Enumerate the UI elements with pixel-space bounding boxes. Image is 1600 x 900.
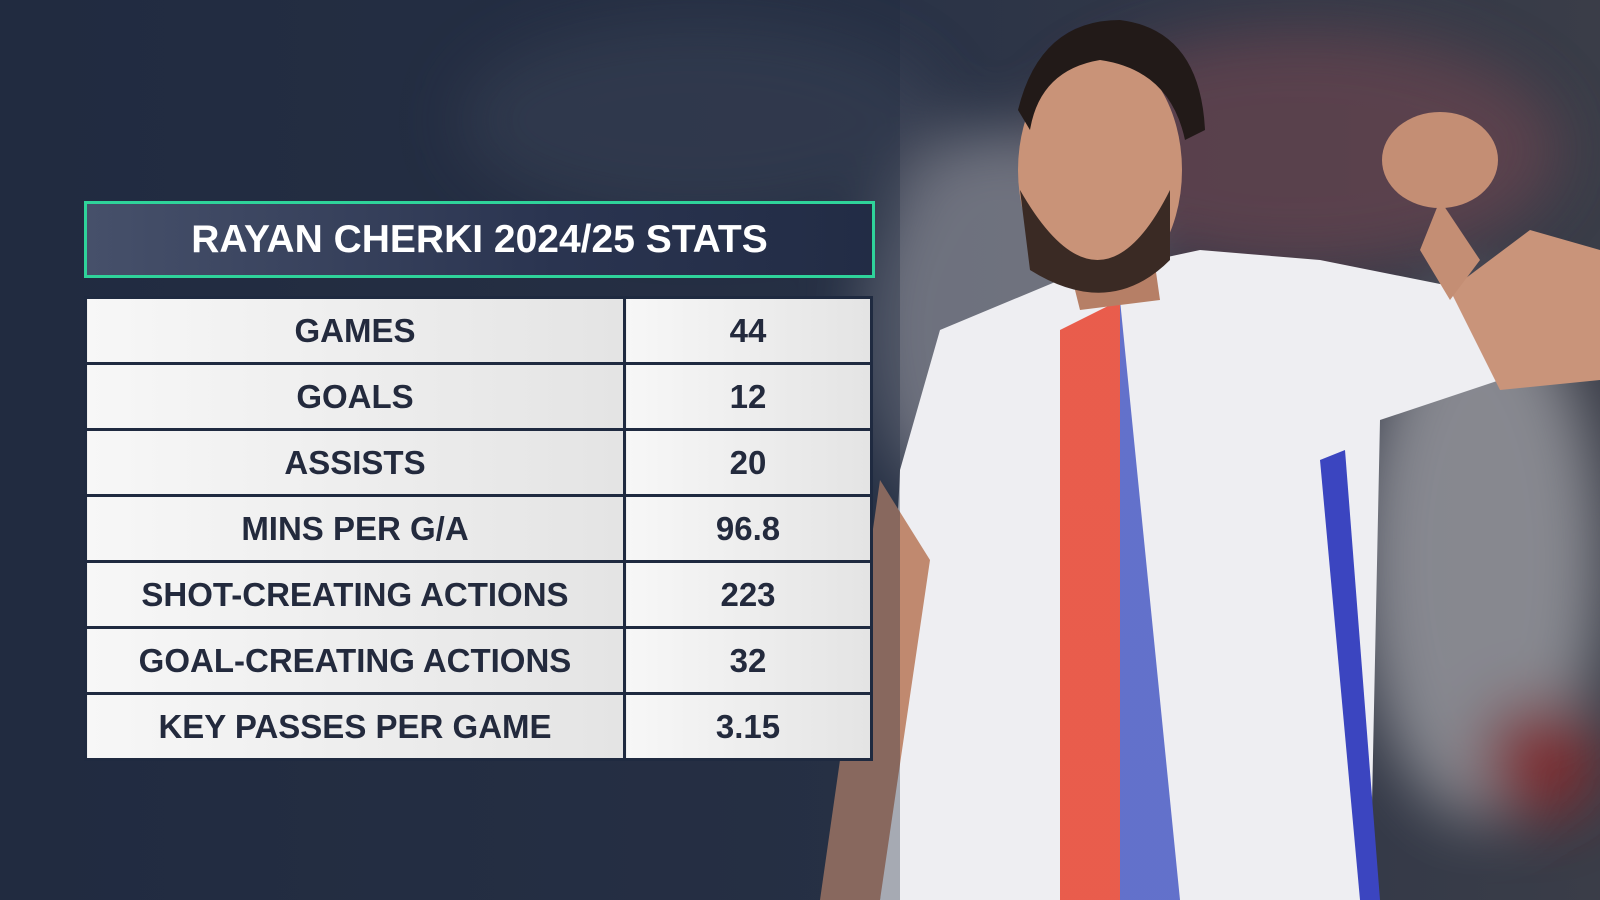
stat-row: KEY PASSES PER GAME 3.15 [84,692,873,761]
stat-row: ASSISTS 20 [84,428,873,497]
stat-value: 223 [623,560,873,629]
stat-value: 96.8 [623,494,873,563]
stat-value: 32 [623,626,873,695]
stat-row: GAMES 44 [84,296,873,365]
title: RAYAN CHERKI 2024/25 STATS [84,201,875,278]
stat-value: 44 [623,296,873,365]
player-figure [820,20,1600,900]
stat-row: GOALS 12 [84,362,873,431]
stat-row: MINS PER G/A 96.8 [84,494,873,563]
stat-label: GAMES [84,296,626,365]
stat-label: KEY PASSES PER GAME [84,692,626,761]
stat-label: GOAL-CREATING ACTIONS [84,626,626,695]
stat-value: 20 [623,428,873,497]
stat-row: SHOT-CREATING ACTIONS 223 [84,560,873,629]
stat-row: GOAL-CREATING ACTIONS 32 [84,626,873,695]
stat-label: GOALS [84,362,626,431]
stat-label: SHOT-CREATING ACTIONS [84,560,626,629]
stat-label: MINS PER G/A [84,494,626,563]
stats-table: GAMES 44 GOALS 12 ASSISTS 20 MINS PER G/A 96.8 S… [84,296,873,761]
stat-value: 12 [623,362,873,431]
stat-label: ASSISTS [84,428,626,497]
stat-value: 3.15 [623,692,873,761]
